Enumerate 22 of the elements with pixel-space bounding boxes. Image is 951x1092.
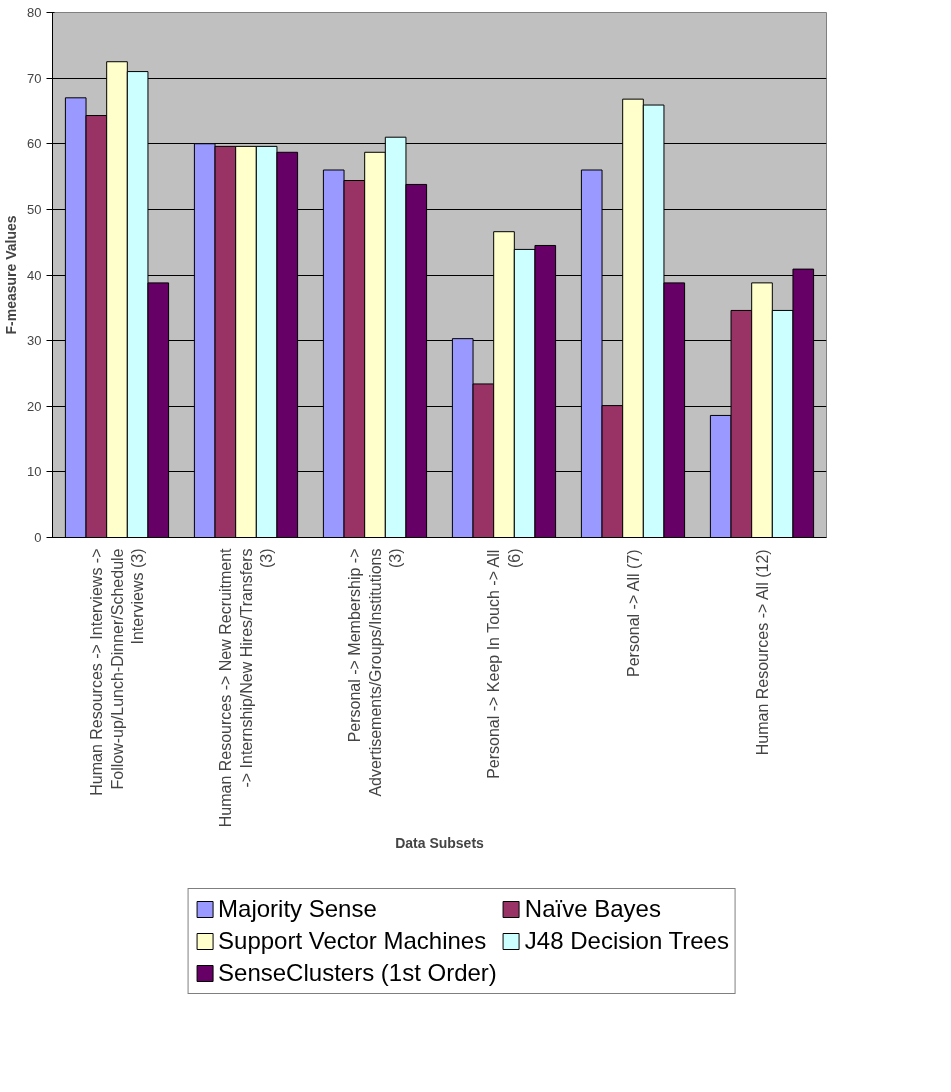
legend-label: SenseClusters (1st Order) (218, 959, 497, 987)
x-tick-label: Human Resources -> Interviews -> Follow-up/Lunch-Dinner/Schedule Interviews (3) (88, 548, 146, 796)
y-tick-label: 10 (27, 464, 42, 480)
y-tick-label: 0 (34, 530, 42, 545)
y-tick-label: 20 (27, 398, 42, 414)
y-tick-label: 80 (27, 5, 42, 20)
legend-label: Support Vector Machines (218, 927, 487, 955)
y-tick-label: 30 (27, 333, 42, 349)
legend-label: Majority Sense (218, 895, 377, 923)
y-tick-label: 70 (27, 70, 42, 86)
x-axis-title: Data Subsets (395, 835, 485, 852)
legend-label: Naïve Bayes (524, 895, 661, 923)
x-tick-label: Human Resources -> New Recruitment -> Internship/New Hires/Transfers (3) (217, 547, 275, 828)
x-tick-label: Personal -> All (7) (624, 549, 642, 677)
x-tick-label: Human Resources -> All (12) (753, 549, 771, 756)
x-tick-label: Personal -> Membership -> Advertisements/Groups/Institutions (3) (346, 548, 404, 797)
y-tick-label: 50 (27, 201, 42, 217)
y-tick-label: 40 (27, 267, 42, 283)
y-tick-label: 60 (27, 136, 42, 152)
x-tick-label: Personal -> Keep In Touch -> All (6) (485, 548, 523, 779)
y-axis-title: F-measure Values (3, 215, 20, 335)
legend-label: J48 Decision Trees (524, 927, 729, 955)
